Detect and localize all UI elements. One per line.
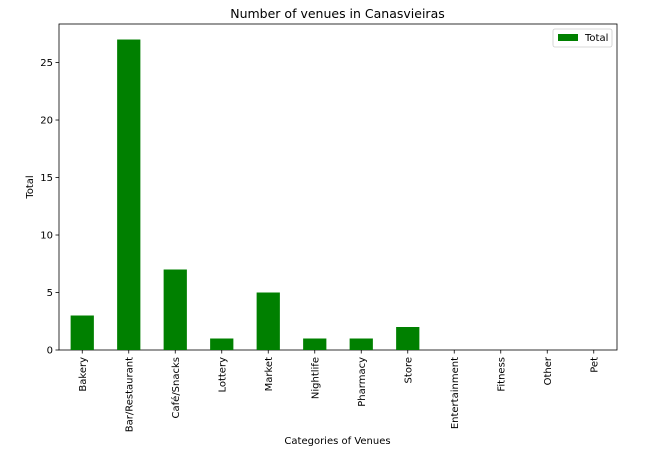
bar-6 (349, 338, 373, 350)
legend-box (552, 28, 613, 48)
bar-4 (256, 292, 280, 350)
x-tick-label: Market (264, 357, 275, 391)
x-tick-label: Pharmacy (357, 357, 368, 407)
x-tick-label: Café/Snacks (170, 357, 182, 418)
y-tick-label: 20 (40, 116, 53, 127)
chart-title: Number of venues in Canasvieiras (230, 6, 445, 21)
x-tick-label: Nightlife (310, 357, 321, 399)
x-axis-ticks: Bakery Bar/Restaurant Café/Snacks Lottery Ma… (78, 350, 600, 432)
bar-1 (117, 39, 141, 351)
y-axis-ticks: 0 5 10 15 20 25 (40, 58, 59, 357)
y-tick-label: 15 (40, 173, 53, 184)
y-tick-label: 5 (47, 288, 53, 299)
x-tick-label: Store (403, 357, 414, 383)
x-tick-label: Pet (589, 357, 600, 373)
x-tick-label: Bakery (78, 357, 89, 392)
legend-label: Total (584, 33, 608, 44)
y-tick-label: 10 (40, 231, 53, 242)
x-tick-label: Lottery (217, 357, 228, 393)
legend: Total (552, 28, 613, 48)
x-axis-label: Categories of Venues (284, 436, 390, 447)
bar-2 (163, 269, 187, 350)
bar-3 (210, 338, 234, 350)
legend-swatch (558, 34, 578, 41)
y-tick-label: 25 (40, 58, 53, 69)
x-tick-label: Bar/Restaurant (124, 357, 135, 432)
bars-group (70, 39, 420, 351)
bar-7 (396, 327, 420, 350)
x-tick-label: Entertainment (450, 357, 461, 429)
y-tick-label: 0 (47, 346, 53, 357)
x-tick-label: Fitness (496, 357, 507, 392)
plot-area (58, 23, 618, 351)
y-axis-label: Total (25, 175, 36, 199)
x-tick-label: Other (543, 356, 554, 385)
bar-5 (303, 338, 327, 350)
plot-frame (58, 23, 618, 351)
bar-0 (70, 315, 94, 350)
